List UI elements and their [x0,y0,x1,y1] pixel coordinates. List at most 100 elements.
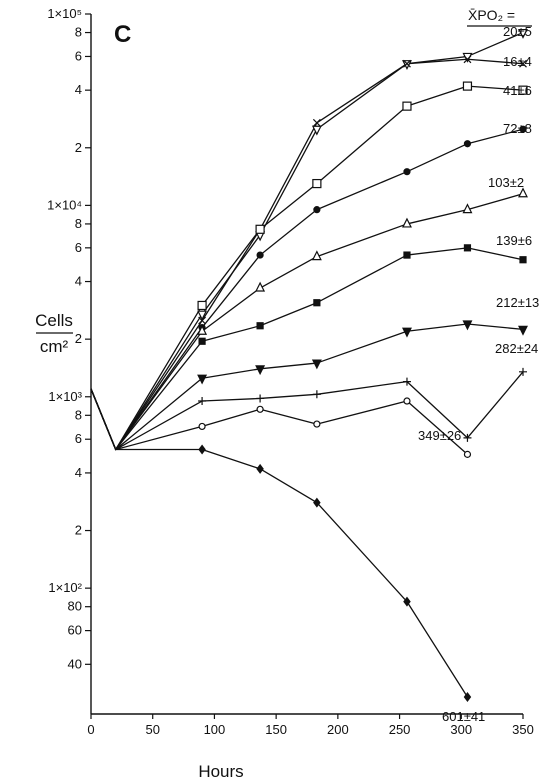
data-point [313,206,321,214]
y-tick-label: 40 [68,656,82,671]
data-point [402,377,411,386]
series-label: 20±5 [503,24,532,39]
data-point [198,397,207,406]
y-tick-label: 1×10⁵ [47,6,82,21]
data-point [518,28,528,39]
y-tick-label: 2 [75,140,82,155]
series-label: 103±2 [488,175,524,190]
legend-title: X̄PO₂ = [468,7,515,23]
y-tick-label: 1×10⁴ [47,197,82,212]
data-point [403,397,411,405]
y-tick-label: 8 [75,407,82,422]
x-tick-label: 350 [512,722,534,737]
data-point [402,327,412,338]
data-point [403,59,411,68]
x-tick-label: 250 [389,722,411,737]
y-tick-label: 4 [75,82,82,97]
data-point [463,244,472,252]
y-tick-label: 6 [75,240,82,255]
series-line [90,58,524,451]
series-line [90,323,524,451]
x-tick-label: 300 [450,722,472,737]
data-point [311,125,322,136]
data-point [197,310,208,321]
x-tick-label: 200 [327,722,349,737]
data-point [198,316,207,325]
data-point [518,85,528,95]
y-tick-label: 1×10³ [48,389,82,404]
series-line [90,388,469,698]
data-point [312,118,321,127]
y-tick-label: 8 [75,216,82,231]
data-point [462,81,473,91]
y-ticks: 1×10⁵ 8 6 4 2 1×10⁴ 8 6 4 2 1×10³ 8 6 4 2 1×10² 80 60 40 [47,6,91,671]
data-point [463,691,472,702]
x-tick-label: 150 [265,722,287,737]
series-line [90,371,524,451]
data-point [519,256,527,264]
y-tick-label: 80 [68,599,82,614]
series-lines [90,31,524,698]
series-label: 16±4 [503,54,532,69]
data-point [256,251,264,259]
series-label: 139±6 [496,233,532,248]
x-tick-label: 0 [87,722,94,737]
data-point [312,178,322,189]
y-tick-label: 2 [75,331,82,346]
data-point [403,168,411,176]
series-line [90,85,524,451]
panel-label: C [114,21,131,48]
y-tick-label: 4 [75,274,82,289]
data-point [402,60,412,71]
data-point [197,324,208,335]
data-point [519,125,527,133]
data-point [311,250,322,261]
y-axis-title-bottom: cm² [40,337,69,356]
x-axis-title: Hours [198,762,243,781]
data-point [198,337,206,345]
data-point [463,433,472,442]
y-tick-label: 6 [75,431,82,446]
data-point [256,322,264,330]
data-point [256,405,264,413]
data-point [463,450,472,458]
series-line [90,247,524,451]
data-point [313,420,321,428]
data-point [312,390,321,399]
series-labels: 20±5 16±4 41±6 72±8 103±2 139±6 212±13 282±24 34… [418,24,539,724]
data-point [255,365,266,376]
data-point [198,444,206,455]
series-line [90,31,524,451]
series-label: 41±6 [503,83,532,98]
y-tick-label: 2 [75,523,82,538]
data-point [198,422,206,431]
y-tick-label: 8 [75,25,82,40]
y-tick-label: 6 [75,48,82,63]
data-point [519,367,527,376]
x-tick-label: 100 [204,722,226,737]
data-point [462,203,473,214]
data-point [402,217,412,228]
y-axis-title-top: Cells [35,311,73,330]
data-point [519,59,527,68]
series-line [90,193,524,451]
data-point [197,300,207,311]
x-ticks: 0 50 100 150 200 250 300 350 [87,714,534,737]
y-tick-label: 60 [68,623,82,638]
data-point [518,187,528,198]
series-label: 212±13 [496,295,539,310]
y-tick-label: 1×10² [48,580,82,595]
data-point [462,320,473,331]
series-label: 601±41 [442,709,485,724]
data-point [311,359,322,370]
data-point [402,101,412,111]
data-point [197,374,208,385]
data-point [463,140,472,148]
data-point [255,281,266,292]
y-tick-label: 4 [75,465,82,480]
data-point [256,463,264,474]
series-markers [197,28,528,702]
axes [90,14,523,715]
data-point [313,299,321,307]
